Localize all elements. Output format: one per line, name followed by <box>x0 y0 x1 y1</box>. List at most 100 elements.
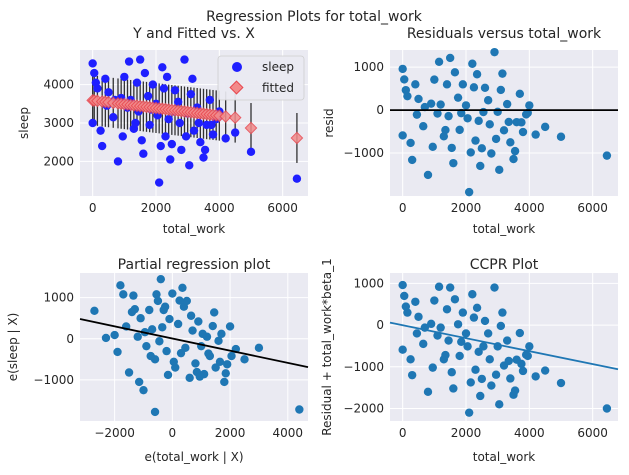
resid-point <box>210 308 219 317</box>
resid-point <box>222 360 232 369</box>
resid-point <box>444 111 453 121</box>
resid-point <box>414 94 423 104</box>
resid-point <box>517 118 526 127</box>
resid-point <box>463 342 472 351</box>
scatter-points <box>398 47 612 197</box>
sleep-point <box>145 120 154 130</box>
fitted-point <box>244 121 258 135</box>
resid-point <box>509 154 518 164</box>
x-tick-label: 4000 <box>204 201 235 215</box>
resid-point <box>155 337 164 346</box>
y-tick-label: −1000 <box>343 360 384 374</box>
x-tick-label: 2000 <box>451 426 482 440</box>
sleep-point <box>189 126 199 135</box>
resid-point <box>525 101 534 110</box>
x-tick-label: 6000 <box>577 426 608 440</box>
resid-point <box>502 99 512 109</box>
sleep-point <box>140 68 150 78</box>
resid-point <box>173 319 183 329</box>
resid-point <box>133 332 142 341</box>
sleep-point <box>96 126 105 135</box>
resid-point <box>181 343 190 353</box>
resid-point <box>116 281 125 290</box>
sleep-point <box>91 78 101 87</box>
fit-line <box>389 321 619 371</box>
resid-point <box>506 374 515 383</box>
resid-point <box>145 305 154 315</box>
resid-point <box>407 155 417 165</box>
resid-point <box>483 329 493 338</box>
sleep-point <box>208 130 218 139</box>
resid-point <box>411 80 420 89</box>
resid-point <box>406 355 415 364</box>
resid-point <box>398 131 407 140</box>
resid-point <box>110 330 119 340</box>
resid-point <box>419 339 428 349</box>
sleep-point <box>230 128 240 137</box>
resid-point <box>457 108 466 118</box>
resid-point <box>463 114 472 123</box>
resid-point <box>147 325 157 334</box>
resid-point <box>464 187 474 197</box>
resid-point <box>477 374 487 384</box>
fit-line <box>79 318 309 369</box>
resid-point <box>495 400 504 409</box>
resid-point <box>515 89 525 99</box>
resid-point <box>471 136 480 145</box>
sleep-point <box>143 91 153 101</box>
resid-point <box>515 328 525 338</box>
resid-point <box>490 283 499 292</box>
y-tick-label: 1000 <box>353 60 384 74</box>
resid-point <box>129 291 138 300</box>
resid-point <box>400 75 409 84</box>
sleep-point <box>158 63 167 72</box>
scatter-points <box>398 280 612 417</box>
resid-point <box>158 323 167 332</box>
x-tick-label: 0 <box>399 201 407 215</box>
sleep-point <box>90 68 99 78</box>
resid-point <box>175 296 184 305</box>
resid-point <box>160 302 170 311</box>
resid-point <box>474 116 483 126</box>
sleep-point <box>246 147 256 157</box>
resid-point <box>240 355 249 364</box>
resid-point <box>407 370 417 380</box>
sleep-point <box>205 95 215 105</box>
resid-point <box>211 363 220 372</box>
legend: sleep fitted <box>217 55 305 101</box>
resid-point <box>217 329 226 339</box>
sleep-point <box>173 97 183 107</box>
y-tick-label: 3000 <box>43 116 74 130</box>
resid-point <box>474 347 483 356</box>
sleep-point <box>113 157 123 166</box>
sleep-point <box>194 118 203 128</box>
resid-point <box>254 343 264 353</box>
resid-point <box>414 312 423 321</box>
resid-point <box>485 120 494 129</box>
resid-point <box>556 378 566 388</box>
resid-point <box>471 365 480 374</box>
scatter-points <box>86 55 304 187</box>
y-axis-label: resid <box>322 108 336 137</box>
resid-point <box>449 384 458 393</box>
resid-point <box>466 148 475 157</box>
scatter-points <box>90 274 304 417</box>
legend-marker-fitted <box>229 80 244 95</box>
resid-point <box>450 295 460 304</box>
resid-point <box>220 377 229 387</box>
resid-point <box>423 387 433 397</box>
resid-point <box>400 291 409 301</box>
resid-point <box>468 59 477 68</box>
resid-point <box>185 373 194 383</box>
x-axis-label: e(total_work | X) <box>144 450 243 464</box>
resid-point <box>491 370 501 379</box>
resid-point <box>152 290 161 299</box>
sleep-point <box>292 174 302 183</box>
resid-point <box>412 110 422 119</box>
x-tick-label: 0 <box>89 201 97 215</box>
sleep-point <box>200 145 210 155</box>
resid-point <box>468 290 477 299</box>
resid-point <box>496 85 506 95</box>
resid-point <box>518 366 528 376</box>
y-axis-label: e(sleep | X) <box>6 313 20 382</box>
